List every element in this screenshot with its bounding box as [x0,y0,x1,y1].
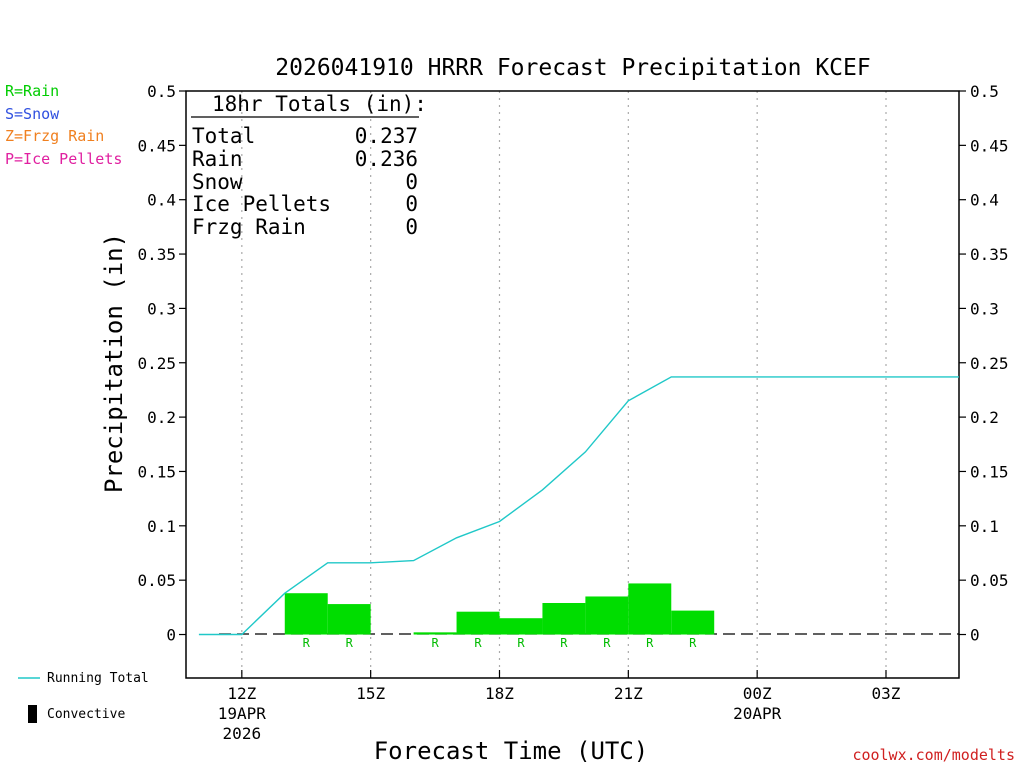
y-tick-label-right: 0.35 [970,245,1009,264]
y-tick-label-left: 0.4 [147,191,176,210]
x-tick-date: 19APR [218,704,267,723]
running-total-legend-label: Running Total [47,671,149,686]
precip-type-legend: R=Rain S=Snow Z=Frzg Rain P=Ice Pellets [5,82,122,168]
legend-ice-pellets: P=Ice Pellets [5,150,122,168]
precip-bar [628,583,672,635]
x-tick-date: 20APR [733,704,782,723]
precip-type-code: R [346,636,354,650]
y-tick-label-left: 0.25 [137,354,176,373]
running-total-line [198,376,959,636]
y-tick-label-left: 0.15 [137,462,176,481]
y-tick-label-left: 0.05 [137,571,176,590]
footer-source: coolwx.com/modelts [852,746,1015,764]
y-tick-label-right: 0.2 [970,408,999,427]
x-axis-label: Forecast Time (UTC) [374,737,649,765]
x-tick-label: 12Z [227,684,256,703]
totals-label-frzg-rain: Frzg Rain [192,215,306,239]
totals-header: 18hr Totals (in): [212,92,427,116]
y-axis-label: Precipitation (in) [100,233,128,493]
precip-type-code: R [517,636,525,650]
totals-label-snow: Snow [192,170,243,194]
totals-label-ice-pellets: Ice Pellets [192,192,331,216]
legend-rain: R=Rain [5,82,59,100]
bottom-legend: Running Total Convective [18,671,149,723]
y-tick-label-left: 0.3 [147,299,176,318]
precip-type-code: R [431,636,439,650]
precip-bars [284,583,715,635]
precip-type-code: R [560,636,568,650]
precip-type-code: R [646,636,654,650]
y-tick-label-right: 0.25 [970,354,1009,373]
y-axis-left: 0 0.05 0.1 0.15 0.2 0.25 0.3 0.35 0.4 0.45 0.5 [137,82,186,645]
precip-bar [499,618,543,635]
y-tick-label-right: 0.1 [970,517,999,536]
y-tick-label-right: 0 [970,626,980,645]
precip-bar [456,611,500,635]
totals-value-total: 0.237 [355,124,418,148]
y-tick-label-left: 0 [166,626,176,645]
x-tick-year: 2026 [223,724,262,743]
totals-box: 18hr Totals (in): Total 0.237 Rain 0.236… [191,92,427,239]
y-axis-right: 0 0.05 0.1 0.15 0.2 0.25 0.3 0.35 0.4 0.45 0.5 [959,82,1009,645]
precip-type-code: R [303,636,311,650]
precip-bar [585,596,629,635]
precip-bar [327,604,371,635]
totals-value-ice-pellets: 0 [405,192,418,216]
precip-type-code: R [474,636,482,650]
legend-frzg-rain: Z=Frzg Rain [5,127,104,145]
y-tick-label-right: 0.15 [970,462,1009,481]
convective-legend-label: Convective [47,707,125,722]
x-tick-label: 15Z [356,684,385,703]
y-tick-label-right: 0.4 [970,191,999,210]
x-tick-label: 21Z [614,684,643,703]
precip-bar [284,593,328,635]
totals-label-rain: Rain [192,147,243,171]
x-tick-label: 18Z [485,684,514,703]
y-tick-label-right: 0.3 [970,299,999,318]
totals-value-frzg-rain: 0 [405,215,418,239]
precip-bar [542,602,586,635]
chart-title: 2026041910 HRRR Forecast Precipitation K… [275,55,870,81]
legend-snow: S=Snow [5,105,60,123]
vertical-gridlines [241,91,887,678]
y-tick-label-left: 0.35 [137,245,176,264]
y-tick-label-left: 0.1 [147,517,176,536]
y-tick-label-right: 0.45 [970,136,1009,155]
precip-bar [413,632,457,635]
convective-swatch [28,705,37,723]
y-tick-label-left: 0.2 [147,408,176,427]
x-tick-label: 03Z [872,684,901,703]
x-tick-label: 00Z [743,684,772,703]
y-tick-label-left: 0.5 [147,82,176,101]
totals-value-snow: 0 [405,170,418,194]
plot-frame [185,90,960,679]
totals-label-total: Total [192,124,255,148]
precip-type-code: R [603,636,611,650]
precip-type-code: R [689,636,697,650]
y-tick-label-right: 0.05 [970,571,1009,590]
y-tick-label-right: 0.5 [970,82,999,101]
totals-value-rain: 0.236 [355,147,418,171]
y-tick-label-left: 0.45 [137,136,176,155]
precip-bar [671,610,715,635]
